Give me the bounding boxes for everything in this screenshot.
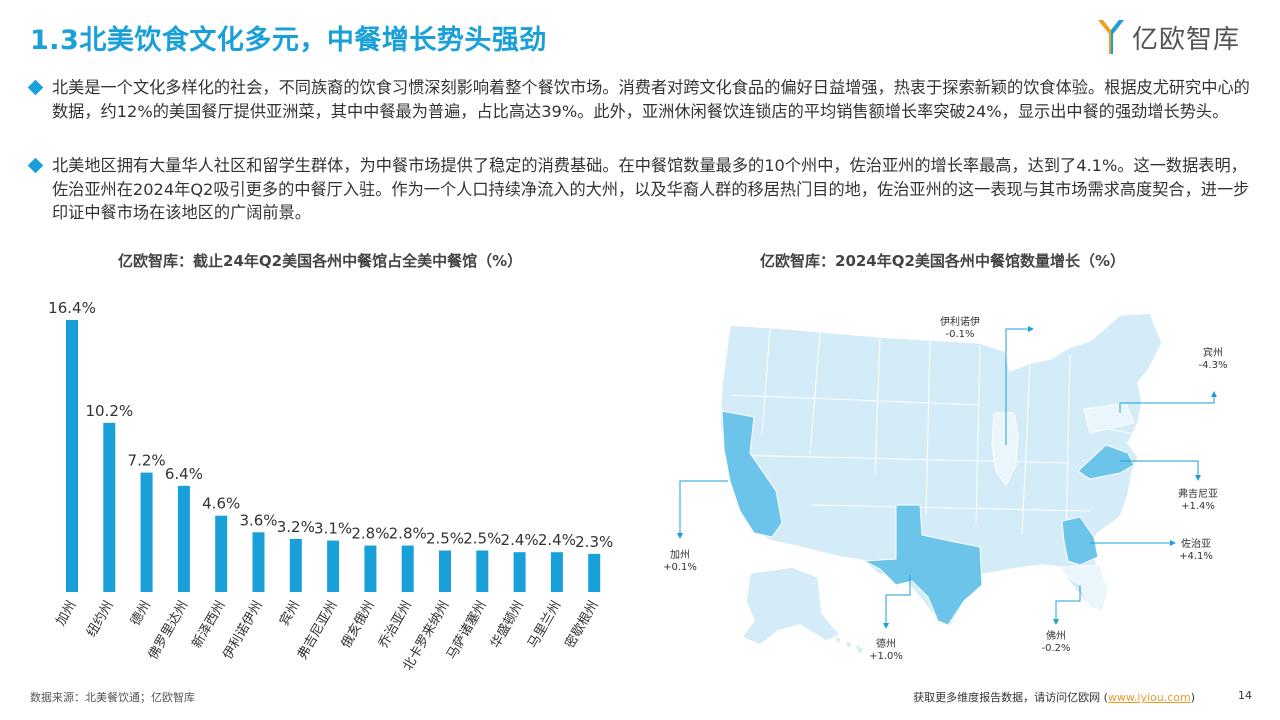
bar-5 [252, 532, 265, 592]
annotation-georgia: 佐治亚 +4.1% [1090, 537, 1213, 562]
yiou-logo-icon [1097, 20, 1124, 54]
bar-chart: 16.4%加州10.2%纽约州7.2%德州6.4%佛罗里达州4.6%新泽西州3.… [48, 299, 613, 670]
label-georgia-value: +4.1% [1179, 551, 1213, 562]
florida-shape [1059, 564, 1109, 612]
bar-8 [364, 545, 377, 592]
paragraph-2: 北美地区拥有大量华人社区和留学生群体，为中餐市场提供了稳定的消费基础。在中餐馆数… [27, 154, 1255, 225]
bar-value-label-6: 3.2% [277, 518, 315, 536]
category-label-1: 纽约州 [84, 599, 116, 640]
us-mainland-shape [719, 312, 1163, 628]
website-link[interactable]: www.iyiou.com [1107, 691, 1191, 704]
footer-cta-end: ) [1190, 691, 1195, 704]
bar-value-label-9: 2.8% [389, 525, 427, 543]
bar-value-label-2: 7.2% [128, 452, 166, 470]
label-virginia-name: 弗吉尼亚 [1178, 487, 1218, 500]
label-california-value: +0.1% [663, 562, 697, 573]
hawaii-shape [836, 637, 863, 654]
label-florida-name: 佛州 [1046, 629, 1066, 642]
bar-2 [140, 472, 153, 592]
bar-value-label-11: 2.5% [463, 530, 501, 548]
category-label-12: 华盛顿州 [488, 599, 527, 652]
page-number: 14 [1238, 689, 1252, 702]
bar-3 [177, 485, 190, 592]
category-label-9: 乔治亚州 [376, 599, 415, 652]
texas-shape [862, 504, 983, 626]
label-texas-name: 德州 [876, 637, 896, 650]
label-california-name: 加州 [670, 549, 690, 561]
label-illinois-value: -0.1% [945, 329, 974, 340]
map-base [719, 312, 1163, 654]
annotation-california: 加州 +0.1% [663, 480, 728, 573]
map-chart-title: 亿欧智库：2024年Q2美国各州中餐馆数量增长（%） [760, 252, 1125, 270]
virginia-shape [1077, 444, 1135, 480]
label-georgia-name: 佐治亚 [1181, 537, 1211, 550]
label-virginia-value: +1.4% [1181, 501, 1215, 512]
bar-9 [401, 545, 414, 592]
alaska-shape [740, 566, 842, 646]
diamond-bullet-icon [27, 79, 44, 96]
label-texas-value: +1.0% [869, 651, 903, 662]
brand-logo: 亿欧智库 [1096, 18, 1240, 56]
bar-value-label-10: 2.5% [426, 530, 464, 548]
label-pennsylvania-name: 宾州 [1203, 346, 1223, 359]
footer-cta: 获取更多维度报告数据，请访问亿欧网 (www.iyiou.com) [913, 689, 1195, 705]
page-title: 1.3北美饮食文化多元，中餐增长势头强劲 [30, 25, 547, 56]
bar-value-label-4: 4.6% [202, 495, 240, 513]
category-label-13: 马里兰州 [525, 599, 564, 652]
us-map-chart: 伊利诺伊 -0.1% 宾州 -4.3% 弗吉尼亚 +1.4% 佐治亚 +4.1% [663, 312, 1228, 662]
bar-value-label-12: 2.4% [501, 531, 539, 549]
bar-1 [103, 422, 116, 592]
label-florida-value: -0.2% [1041, 643, 1070, 654]
california-shape [721, 410, 783, 538]
paragraph-1: 北美是一个文化多样化的社会，不同族裔的饮食习惯深刻影响着整个餐饮市场。消费者对跨… [27, 76, 1255, 123]
diamond-bullet-icon [27, 157, 44, 174]
bar-value-label-7: 3.1% [314, 520, 352, 538]
annotation-pennsylvania: 宾州 -4.3% [1119, 346, 1228, 413]
data-source: 数据来源：北美餐饮通；亿欧智库 [30, 691, 195, 704]
bar-chart-title: 亿欧智库：截止24年Q2美国各州中餐馆占全美中餐馆（%） [118, 252, 523, 270]
label-pennsylvania-value: -4.3% [1198, 360, 1227, 371]
annotation-virginia: 弗吉尼亚 +1.4% [1120, 460, 1218, 512]
category-label-2: 德州 [128, 599, 154, 629]
category-label-8: 俄亥俄州 [339, 599, 378, 652]
bar-11 [476, 550, 489, 592]
bar-13 [550, 552, 563, 592]
paragraph-1-text: 北美是一个文化多样化的社会，不同族裔的饮食习惯深刻影响着整个餐饮市场。消费者对跨… [52, 78, 1250, 121]
bar-7 [327, 540, 340, 592]
category-label-4: 新泽西州 [189, 598, 229, 651]
bar-value-label-8: 2.8% [351, 525, 389, 543]
logo-text: 亿欧智库 [1131, 24, 1240, 55]
bar-6 [289, 538, 302, 592]
pennsylvania-shape [1083, 402, 1135, 434]
illinois-shape [991, 412, 1019, 486]
bar-value-label-0: 16.4% [48, 299, 96, 317]
bar-value-label-5: 3.6% [239, 511, 277, 529]
annotation-illinois: 伊利诺伊 -0.1% [940, 316, 1034, 445]
label-illinois-name: 伊利诺伊 [940, 316, 980, 328]
category-label-6: 宾州 [276, 598, 303, 629]
bar-value-label-3: 6.4% [165, 465, 203, 483]
bar-10 [439, 550, 451, 592]
bar-value-label-13: 2.4% [538, 531, 576, 549]
map-annotations: 伊利诺伊 -0.1% 宾州 -4.3% 弗吉尼亚 +1.4% 佐治亚 +4.1% [663, 316, 1227, 662]
bar-0 [66, 320, 78, 592]
annotation-texas: 德州 +1.0% [869, 575, 911, 662]
bar-4 [215, 515, 228, 592]
category-label-0: 加州 [53, 599, 79, 629]
category-label-14: 密歇根州 [562, 598, 602, 651]
bar-12 [513, 552, 526, 592]
paragraph-2-text: 北美地区拥有大量华人社区和留学生群体，为中餐市场提供了稳定的消费基础。在中餐馆数… [52, 156, 1250, 222]
annotation-florida: 佛州 -0.2% [1041, 585, 1081, 654]
bar-14 [588, 553, 601, 592]
bar-value-label-1: 10.2% [85, 402, 133, 420]
footer-cta-text: 获取更多维度报告数据，请访问亿欧网 ( [913, 691, 1108, 704]
bar-value-label-14: 2.3% [575, 533, 613, 551]
georgia-shape [1061, 516, 1099, 566]
